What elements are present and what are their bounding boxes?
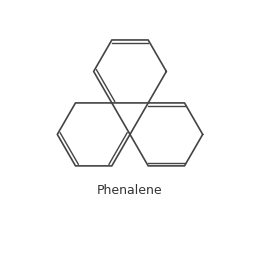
Text: Phenalene: Phenalene: [97, 184, 163, 197]
